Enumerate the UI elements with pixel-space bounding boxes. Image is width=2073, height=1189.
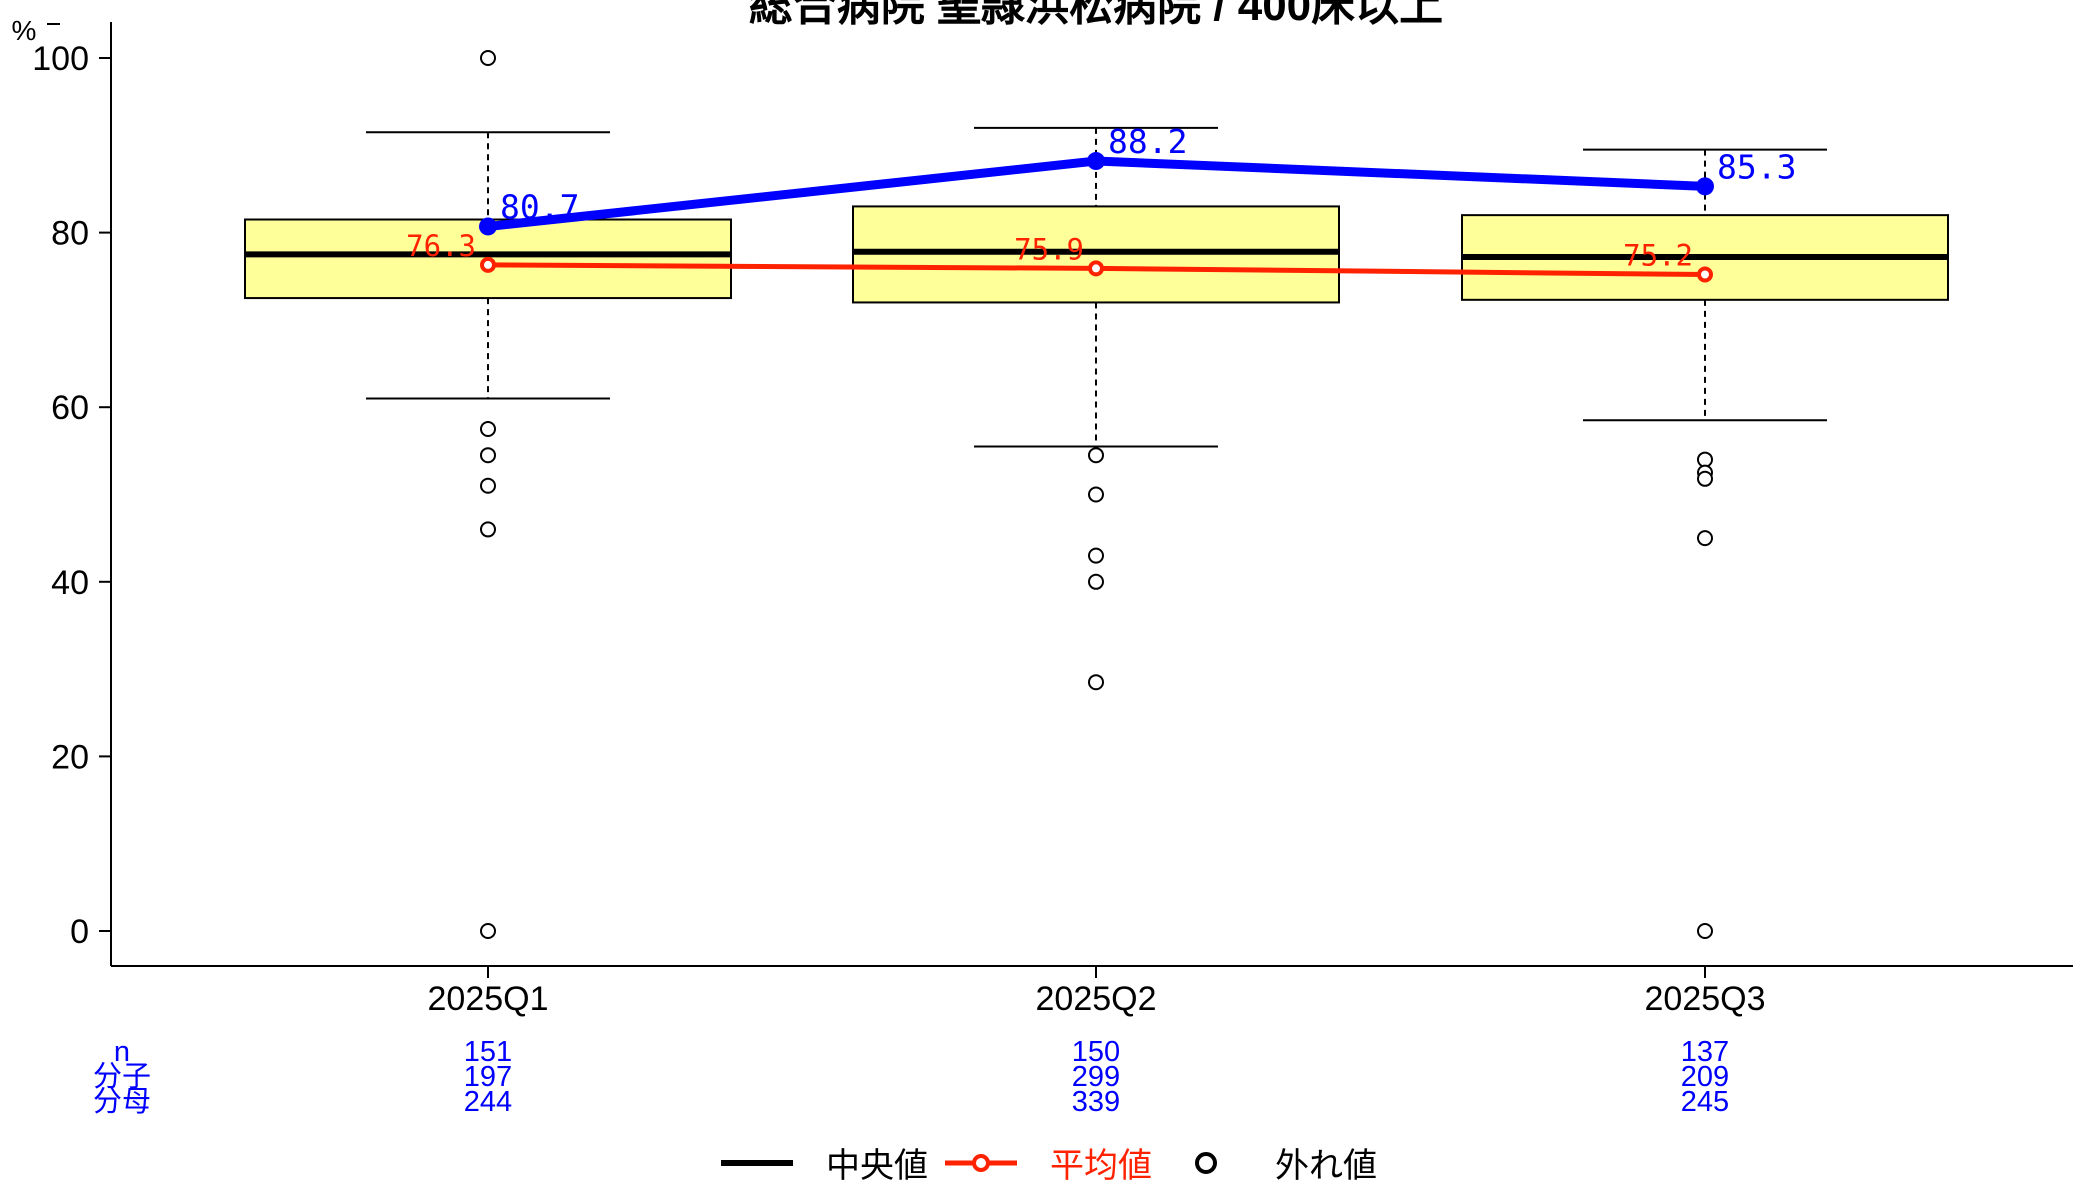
outlier-point (1088, 486, 1104, 503)
table-cell: 339 (1072, 1086, 1120, 1118)
y-tick-label: 20 (51, 738, 89, 776)
legend-outlier-marker (1195, 1152, 1217, 1174)
table-row-label: 分母 (93, 1086, 151, 1118)
outlier-point (480, 421, 496, 438)
y-tick-label: 60 (51, 389, 89, 427)
outlier-point (1088, 573, 1104, 590)
chart-title: 総合病院 聖隷浜松病院 / 400床以上 (749, 0, 1443, 30)
legend-mean-marker (972, 1154, 990, 1172)
table-cell: 209 (1681, 1061, 1729, 1093)
table-row-label: n (114, 1036, 130, 1068)
hospital-value-label: 88.2 (1108, 122, 1187, 161)
outlier-point (1697, 470, 1713, 487)
mean-point (480, 256, 496, 273)
hospital-value-label: 80.7 (500, 187, 579, 226)
legend-median-label: 中央値 (826, 1147, 928, 1184)
y-axis-label: % (12, 15, 37, 46)
x-tick-label: 2025Q1 (428, 980, 549, 1018)
table-cell: 197 (464, 1061, 512, 1093)
mean-value-label: 75.9 (1014, 232, 1084, 266)
table-cell: 137 (1681, 1036, 1729, 1068)
outlier-point (1697, 451, 1713, 468)
legend-mean-label: 平均値 (1050, 1147, 1152, 1184)
x-tick-label: 2025Q3 (1645, 980, 1766, 1018)
mean-point (1697, 266, 1713, 283)
table-cell: 150 (1072, 1036, 1120, 1068)
y-tick-label: 100 (32, 40, 89, 78)
outlier-point (480, 477, 496, 494)
x-tick-label: 2025Q2 (1036, 980, 1157, 1018)
hospital-point (479, 217, 497, 236)
table-cell: 244 (464, 1086, 512, 1118)
outlier-point (1088, 447, 1104, 464)
outlier-point (480, 923, 496, 939)
table-cell: 151 (464, 1036, 512, 1068)
outlier-point (480, 50, 496, 66)
mean-point (1088, 260, 1104, 277)
hospital-point (1696, 177, 1714, 196)
y-tick-label: 40 (51, 564, 89, 602)
outlier-point (480, 447, 496, 464)
outlier-point (1088, 547, 1104, 564)
table-row-label: 分子 (93, 1061, 151, 1093)
hospital-value-label: 85.3 (1717, 147, 1796, 186)
outlier-point (480, 521, 496, 538)
outlier-point (1697, 923, 1713, 939)
y-tick-label: 0 (70, 913, 89, 951)
y-tick-label: 80 (51, 215, 89, 253)
table-cell: 299 (1072, 1061, 1120, 1093)
legend-outlier-label: 外れ値 (1275, 1147, 1377, 1184)
mean-value-label: 76.3 (406, 229, 476, 263)
outlier-point (1088, 674, 1104, 691)
table-cell: 245 (1681, 1086, 1729, 1118)
mean-value-label: 75.2 (1623, 239, 1693, 273)
hospital-point (1087, 152, 1105, 171)
outlier-point (1697, 530, 1713, 547)
